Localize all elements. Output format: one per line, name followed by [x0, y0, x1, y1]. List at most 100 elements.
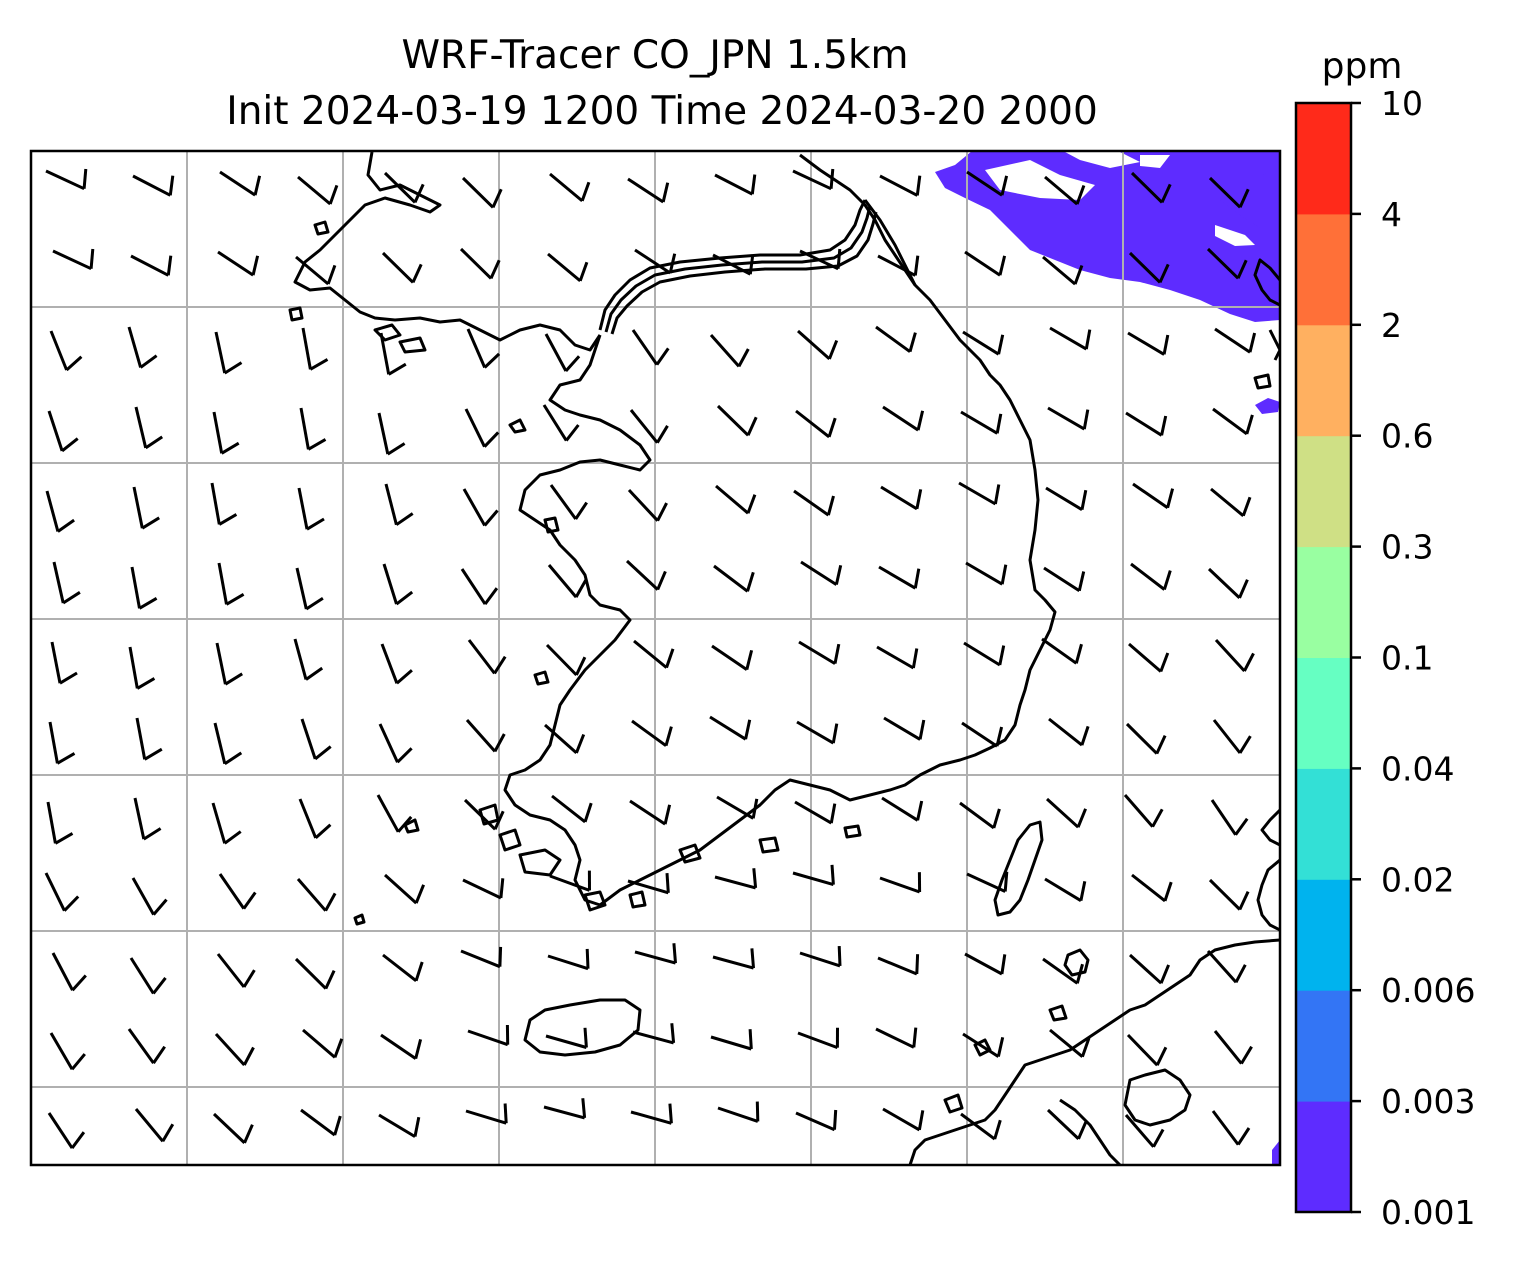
wind-barb-flag	[396, 747, 413, 764]
wind-barb-flag	[1155, 1046, 1168, 1066]
wind-barb-flag	[414, 961, 424, 982]
wind-barb-shaft	[712, 253, 751, 276]
wind-barb-shaft	[1212, 407, 1248, 436]
wind-barb-shaft	[378, 723, 399, 763]
wind-barb-flag	[665, 648, 675, 669]
wind-barb-shaft	[793, 489, 830, 517]
co-concentration-area	[1262, 168, 1280, 196]
wind-barb-shaft	[881, 796, 919, 822]
wind-barb-flag	[1073, 264, 1084, 285]
wind-barb-shaft	[966, 170, 1003, 197]
coastline-northeast-island	[1253, 373, 1272, 390]
wind-barb-shaft	[127, 1028, 155, 1064]
wind-barb-flag	[748, 1029, 753, 1050]
wind-barb-flag	[142, 827, 162, 841]
wind-barb-flag	[831, 723, 839, 744]
wind-barb-shaft	[794, 800, 833, 825]
island-west	[498, 828, 522, 852]
wind-barb-shaft	[465, 719, 497, 753]
wind-barb-shaft	[715, 484, 749, 515]
wind-barb-flag	[912, 1027, 918, 1048]
wind-barb-shaft	[1041, 637, 1078, 665]
wind-barb-shaft	[1125, 411, 1163, 437]
island-south	[758, 836, 780, 854]
co-concentration-area	[1255, 398, 1280, 414]
wind-barb-flag	[915, 489, 923, 510]
wind-barb-flag	[152, 976, 167, 995]
wind-barb-flag	[915, 954, 920, 975]
coastlines	[288, 151, 1280, 1165]
wind-barb-flag	[656, 425, 669, 444]
wind-barb-shaft	[1206, 949, 1238, 984]
wind-barb-shaft	[462, 488, 487, 527]
wind-barb-flag	[581, 1098, 587, 1119]
wind-barb-shaft	[792, 169, 832, 191]
wind-barb-shaft	[128, 646, 139, 689]
wind-barb-flag	[575, 733, 586, 754]
wind-barb-shaft	[964, 250, 1001, 277]
wind-barb-flag	[746, 571, 755, 592]
wind-barb-flag	[314, 823, 332, 840]
wind-barb-flag	[1248, 332, 1257, 353]
wind-barb-shaft	[1211, 1110, 1240, 1146]
wind-barb-shaft	[634, 248, 672, 275]
wind-barb-shaft	[882, 1107, 921, 1132]
wind-barb-shaft	[294, 957, 327, 990]
colorbar-segments	[1296, 103, 1351, 1213]
wind-barb-flag	[1245, 414, 1254, 435]
colorbar-tick-label: 0.001	[1381, 1193, 1475, 1232]
wind-barb-flag	[395, 590, 414, 606]
island-west	[353, 913, 366, 926]
wind-barb-flag	[489, 259, 501, 280]
wind-barb-shaft	[384, 483, 398, 526]
wind-barb-flag	[413, 1116, 421, 1137]
wind-barb-shaft	[795, 409, 831, 439]
wind-barb-flag	[223, 751, 243, 766]
wind-barb-shaft	[214, 331, 227, 374]
coastline-north-shore	[293, 151, 602, 352]
wind-barb-flag	[668, 1103, 673, 1124]
wind-barb-shaft	[1208, 878, 1241, 911]
wind-barb-shaft	[1208, 176, 1242, 209]
wind-barb-shaft	[879, 876, 921, 894]
wind-barb-flag	[993, 1119, 1002, 1140]
wind-barb-shaft	[631, 719, 667, 747]
wind-barb-shaft	[1049, 326, 1088, 351]
wind-barb-flag	[242, 891, 257, 910]
wind-barb-flag	[911, 648, 919, 669]
wind-barb-shaft	[380, 643, 399, 684]
wind-barb-shaft	[542, 404, 568, 442]
wind-barb-flag	[580, 181, 591, 202]
wind-barb-shaft	[962, 1032, 1000, 1058]
wind-barb-shaft	[379, 332, 391, 375]
wind-barb-shaft	[130, 254, 169, 277]
wind-barb-shaft	[467, 1029, 509, 1047]
wind-barb-flag	[1000, 564, 1008, 585]
wind-barb-shaft	[47, 1112, 74, 1149]
wind-barb-shaft	[709, 715, 747, 741]
coastline-korea-east-upper	[1268, 329, 1280, 361]
co-concentration-gap	[985, 160, 1095, 200]
wind-barb-flag	[305, 596, 324, 611]
colorbar-segment	[1296, 657, 1351, 769]
wind-barb-flag	[493, 810, 505, 830]
wind-barb-flag	[1075, 963, 1084, 984]
wind-barb-shaft	[549, 484, 577, 520]
coastline-west-korea	[503, 334, 652, 907]
wind-barb-flag	[483, 352, 501, 369]
wind-barb-flag	[833, 1109, 838, 1130]
wind-barb-flag	[746, 416, 758, 436]
wind-barb-flag	[655, 347, 670, 366]
wind-barb-flag	[218, 513, 238, 526]
wind-barb-flag	[71, 974, 87, 992]
wind-barb-flag	[1000, 175, 1009, 196]
wind-barb-shaft	[465, 1109, 507, 1125]
map-panel	[29, 149, 1282, 1167]
wind-barb-shaft	[135, 717, 147, 760]
wind-barb-shaft	[543, 1105, 585, 1120]
wind-barb-shaft	[216, 953, 246, 988]
wind-barb-shaft	[464, 408, 486, 448]
wind-barb-flag	[387, 362, 407, 376]
co-concentration-gap	[1215, 225, 1255, 246]
